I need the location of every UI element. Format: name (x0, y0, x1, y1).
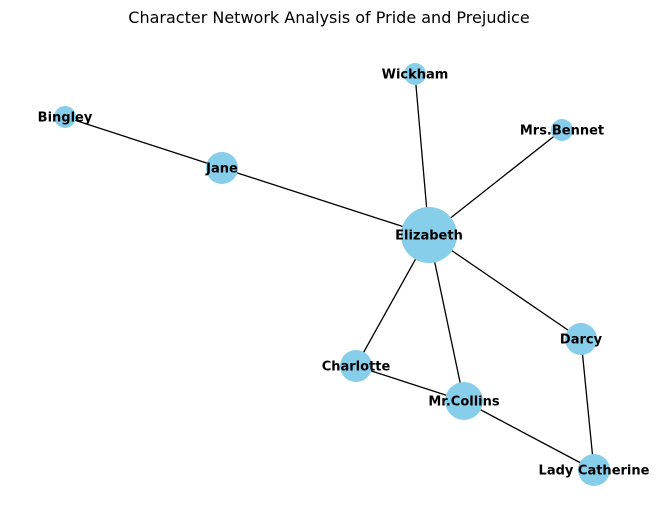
node-circle-elizabeth (401, 207, 457, 263)
node-mrcollins: Mr.Collins (428, 382, 500, 420)
node-elizabeth: Elizabeth (395, 207, 463, 263)
edge-mrcollins-ladycatherine (463, 400, 595, 471)
edge-bingley-jane (64, 116, 223, 169)
node-label-ladycatherine: Lady Catherine (539, 464, 650, 479)
node-circle-charlotte (340, 350, 372, 382)
edge-elizabeth-mrcollins (428, 234, 465, 402)
node-jane: Jane (205, 152, 238, 184)
node-label-jane: Jane (205, 162, 238, 177)
node-darcy: Darcy (560, 323, 603, 355)
nodes-layer: Elizabeth Jane Bingley Wickham Mrs.Bennet Dar… (38, 63, 650, 486)
node-circle-bingley (54, 106, 76, 128)
edges-layer (64, 73, 595, 471)
node-wickham: Wickham (382, 63, 449, 85)
edge-darcy-ladycatherine (580, 338, 595, 471)
node-label-mrcollins: Mr.Collins (428, 395, 500, 410)
node-bingley: Bingley (38, 106, 93, 128)
node-circle-ladycatherine (578, 454, 610, 486)
node-circle-wickham (404, 63, 426, 85)
node-circle-mrcollins (445, 382, 483, 420)
node-ladycatherine: Lady Catherine (539, 454, 650, 486)
node-charlotte: Charlotte (322, 350, 391, 382)
edge-elizabeth-darcy (428, 234, 582, 340)
node-label-charlotte: Charlotte (322, 360, 391, 375)
node-circle-jane (206, 152, 238, 184)
node-mrsbennet: Mrs.Bennet (520, 119, 604, 141)
diagram-title: Character Network Analysis of Pride and … (128, 8, 529, 27)
node-circle-mrsbennet (551, 119, 573, 141)
node-circle-darcy (565, 323, 597, 355)
edge-mrsbennet-elizabeth (428, 129, 563, 236)
node-label-elizabeth: Elizabeth (395, 229, 463, 244)
node-label-bingley: Bingley (38, 111, 93, 126)
edge-jane-elizabeth (221, 167, 430, 236)
node-label-darcy: Darcy (560, 333, 603, 348)
node-label-wickham: Wickham (382, 68, 449, 83)
node-label-mrsbennet: Mrs.Bennet (520, 124, 604, 139)
